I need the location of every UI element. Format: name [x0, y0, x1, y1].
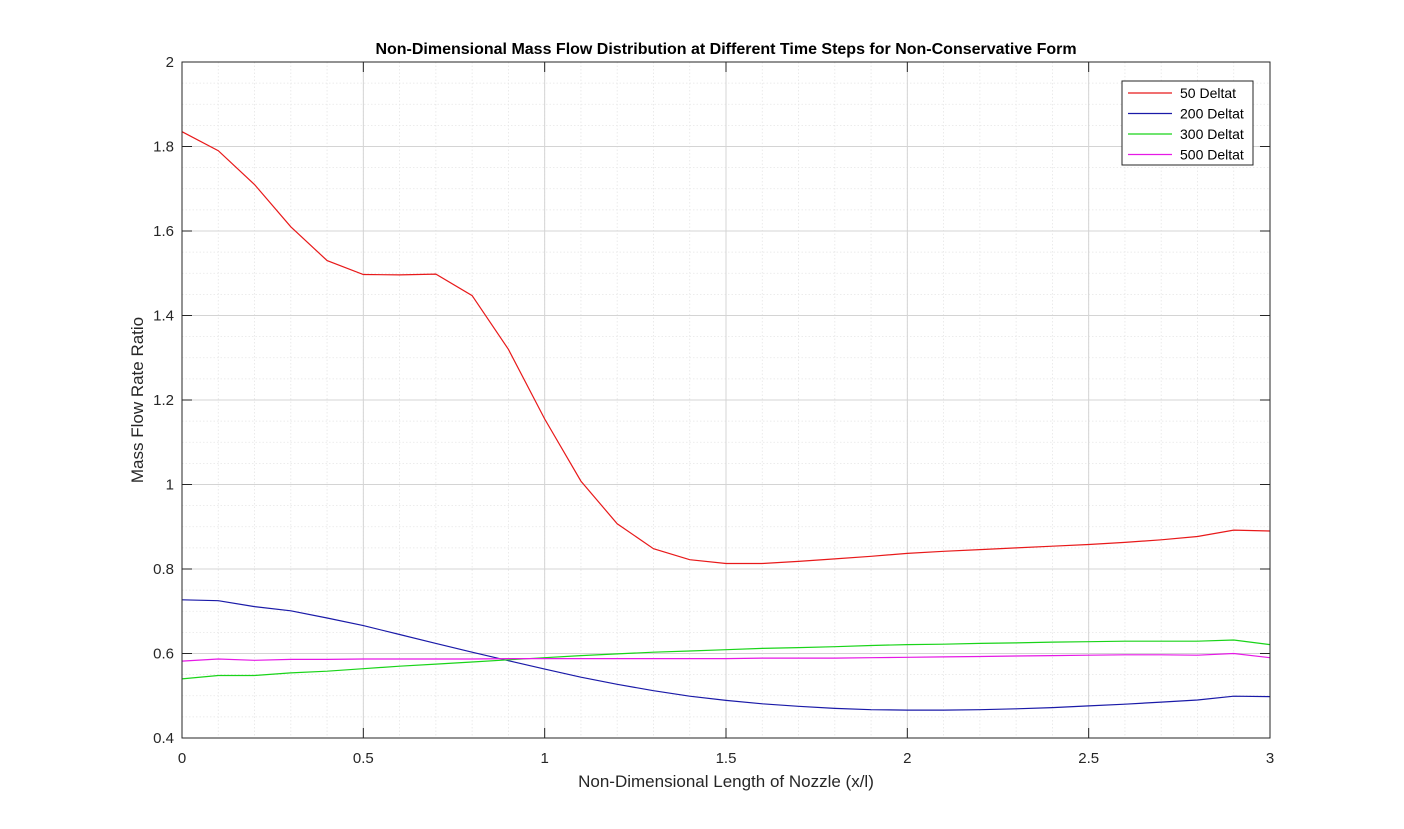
- y-tick-label: 1.4: [153, 308, 174, 325]
- y-tick-label: 1.8: [153, 139, 174, 156]
- x-tick-label: 1: [540, 750, 548, 767]
- y-axis-label: Mass Flow Rate Ratio: [128, 317, 147, 483]
- y-tick-labels: 0.4 0.6 0.8 1 1.2 1.4 1.6 1.8 2: [153, 54, 174, 747]
- y-tick-label: 1.2: [153, 392, 174, 409]
- x-tick-labels: 0 0.5 1 1.5 2 2.5 3: [178, 750, 1274, 767]
- y-tick-label: 0.6: [153, 646, 174, 663]
- series-line-200-deltat: [181, 599, 1271, 711]
- legend-box: [1121, 80, 1254, 166]
- axis-ticks: [181, 61, 1271, 739]
- series-line-300-deltat: [181, 639, 1271, 680]
- x-tick-label: 3: [1266, 750, 1274, 767]
- y-tick-label: 2: [166, 54, 174, 71]
- x-tick-label: 0: [178, 750, 186, 767]
- legend-label: 500 Deltat: [1180, 147, 1244, 163]
- x-tick-label: 2.5: [1078, 750, 1099, 767]
- y-tick-label: 1: [166, 477, 174, 494]
- legend-label: 200 Deltat: [1180, 106, 1244, 122]
- chart-title: Non-Dimensional Mass Flow Distribution a…: [375, 41, 1076, 58]
- series-line-50-deltat: [181, 131, 1271, 565]
- legend: 50 Deltat 200 Deltat 300 Deltat 500 Deltat: [1121, 80, 1254, 166]
- legend-label: 50 Deltat: [1180, 85, 1236, 101]
- x-tick-label: 2: [903, 750, 911, 767]
- x-axis-label: Non-Dimensional Length of Nozzle (x/l): [578, 772, 874, 791]
- series-layer: [181, 131, 1271, 711]
- y-tick-label: 1.6: [153, 223, 174, 240]
- x-tick-label: 1.5: [716, 750, 737, 767]
- y-tick-label: 0.8: [153, 561, 174, 578]
- x-tick-label: 0.5: [353, 750, 374, 767]
- legend-label: 300 Deltat: [1180, 126, 1244, 142]
- series-line-500-deltat: [181, 652, 1271, 662]
- y-tick-label: 0.4: [153, 730, 174, 747]
